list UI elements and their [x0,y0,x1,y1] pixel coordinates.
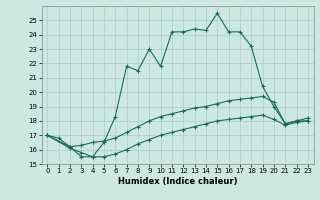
X-axis label: Humidex (Indice chaleur): Humidex (Indice chaleur) [118,177,237,186]
